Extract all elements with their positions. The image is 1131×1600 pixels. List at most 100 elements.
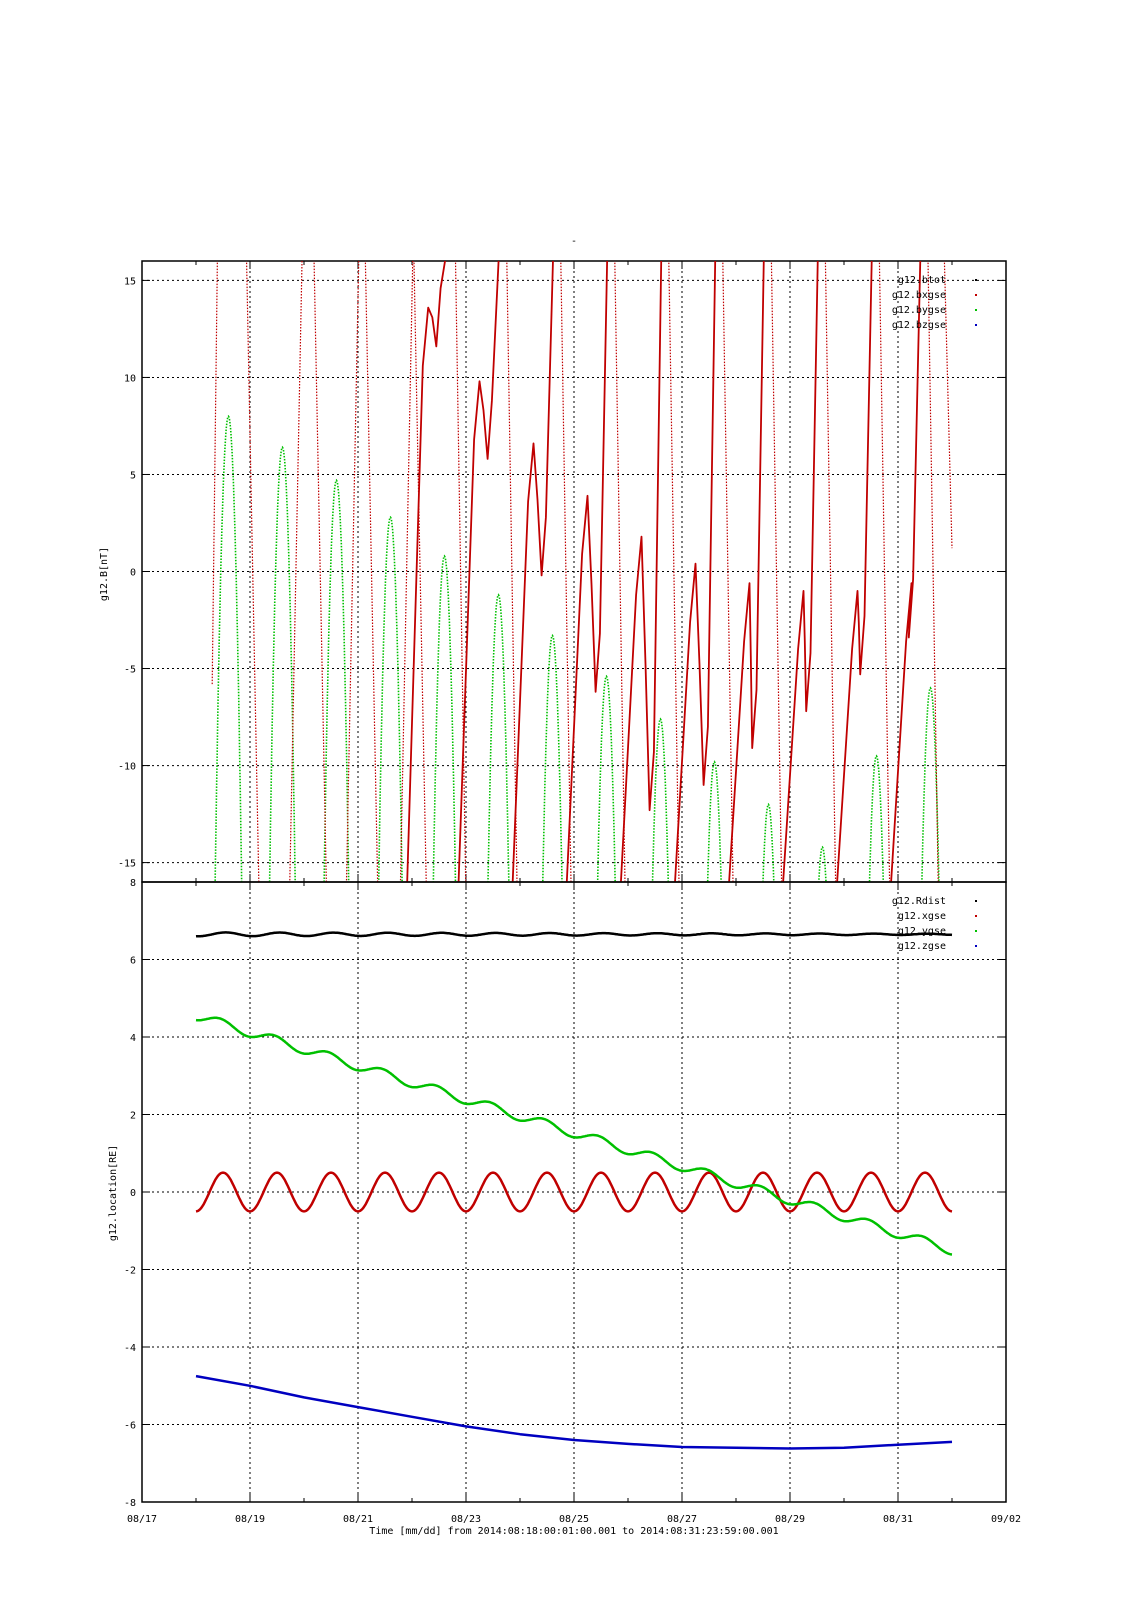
bygse-spike [868,754,885,882]
bygse-spike [432,554,457,882]
top-panel-y-ticks: -15 -10 -5 0 5 10 15 [118,276,136,869]
legend-swatch [975,279,977,281]
bxgse-segment [878,261,891,882]
bygse-spike [762,802,775,882]
bxgse-segment [454,261,467,882]
x-tick-label: 08/31 [883,1514,913,1525]
x-tick-label: 08/27 [667,1514,697,1525]
xgse-line [195,1171,953,1213]
bxgse-segment [211,261,218,685]
y-tick-label: -5 [124,665,136,676]
y-tick-label: 0 [130,568,136,579]
bygse-spike [921,686,940,882]
top-panel-grid [141,261,1007,882]
legend-label: g12.Rdist [892,896,946,907]
zgse-line [195,1374,953,1450]
y-tick-label: 2 [130,1111,136,1122]
bygse-spike [214,414,243,882]
y-tick-label: -6 [124,1421,136,1432]
bygse-spike [377,515,403,882]
bxgse-cycle [782,261,819,882]
y-tick-label: -8 [124,1498,136,1509]
y-tick-label: -2 [124,1266,136,1277]
legend-label: g12.btot [898,275,946,286]
x-tick-label: 08/29 [775,1514,805,1525]
bygse-spike [651,717,670,882]
bxgse-cycle [457,261,500,882]
bxgse-segment [943,261,953,549]
bxgse-segment [560,261,572,882]
legend-swatch [975,930,977,932]
y-tick-label: 5 [130,470,136,481]
x-tick-label: 08/25 [559,1514,589,1525]
bxgse-cycle [674,261,717,882]
rdist-line [195,931,953,938]
bxgse-cycle [565,261,609,882]
legend-label: g12.bzgse [892,320,946,331]
legend-swatch [975,915,977,917]
bxgse-segment [313,261,327,882]
top-panel-y-axis-label: g12.B[nT] [99,547,110,601]
y-tick-label: 6 [130,956,136,967]
legend-label: g12.bygse [892,305,946,316]
bxgse-segment [770,261,783,882]
y-tick-label: 0 [130,1188,136,1199]
legend-swatch [975,294,977,296]
x-axis-ticks: 08/17 08/19 08/21 08/23 08/25 08/27 08/29 08/31… [127,1514,1021,1525]
bxgse-cycle [728,261,765,882]
x-tick-label: 08/17 [127,1514,157,1525]
bxgse-segment [927,261,939,882]
y-tick-label: -10 [118,762,136,773]
x-tick-label: 08/23 [451,1514,481,1525]
legend-label: g12.bxgse [892,290,946,301]
x-tick-label: 08/21 [343,1514,373,1525]
bottom-panel-y-axis-label: g12.location[RE] [108,1145,119,1241]
y-tick-label: 8 [130,878,136,889]
bxgse-cycle [406,261,446,882]
bxgse-cycle [511,261,554,882]
bxgse-segment [399,261,414,882]
legend-label: g12.ygse [898,926,946,937]
y-tick-label: 15 [124,276,136,287]
x-tick-label: 08/19 [235,1514,265,1525]
y-tick-label: -15 [118,859,136,870]
y-tick-label: 10 [124,373,136,384]
bxgse-segment [364,261,379,882]
bottom-panel-y-ticks: -8 -6 -4 -2 0 2 4 6 8 [124,878,136,1509]
bxgse-segment [245,261,260,882]
x-axis-label: Time [mm/dd] from 2014:08:18:00:01:00.00… [369,1526,778,1537]
bottom-panel-legend: g12.Rdist g12.xgse g12.ygse g12.zgse [892,896,977,952]
legend-label: g12.xgse [898,911,946,922]
ygse-line [195,1016,953,1256]
bygse-spike [817,845,827,882]
legend-swatch [975,945,977,947]
x-tick-label: 09/02 [991,1514,1021,1525]
y-tick-label: 4 [130,1033,136,1044]
bottom-panel-series [195,931,953,1450]
legend-swatch [975,900,977,902]
bxgse-segment [413,261,427,882]
bxgse-segment [614,261,626,882]
top-panel-series [211,261,953,882]
top-panel-legend: g12.btot g12.bxgse g12.bygse g12.bzgse [892,275,977,331]
bxgse-cycle [836,261,873,882]
bxgse-cycle [890,261,922,882]
bxgse-segment [722,261,734,882]
bygse-spike [596,674,616,882]
location-panel: -8 -6 -4 -2 0 2 4 6 8 g12.location[RE] g12.Rdist… [108,878,1007,1509]
bygse-spike [487,593,510,882]
bxgse-cycle [620,261,663,882]
figure-title: - [571,236,577,247]
legend-label: g12.zgse [898,941,946,952]
legend-swatch [975,309,977,311]
bygse-spike [706,760,722,882]
y-tick-label: -4 [124,1343,136,1354]
bygse-spike [323,478,350,882]
bxgse-segment [345,261,360,882]
bxgse-segment [289,261,303,882]
bygse-spike [541,633,563,882]
legend-swatch [975,324,977,326]
bottom-panel-grid [141,881,1007,1503]
bxgse-segment [668,261,680,882]
